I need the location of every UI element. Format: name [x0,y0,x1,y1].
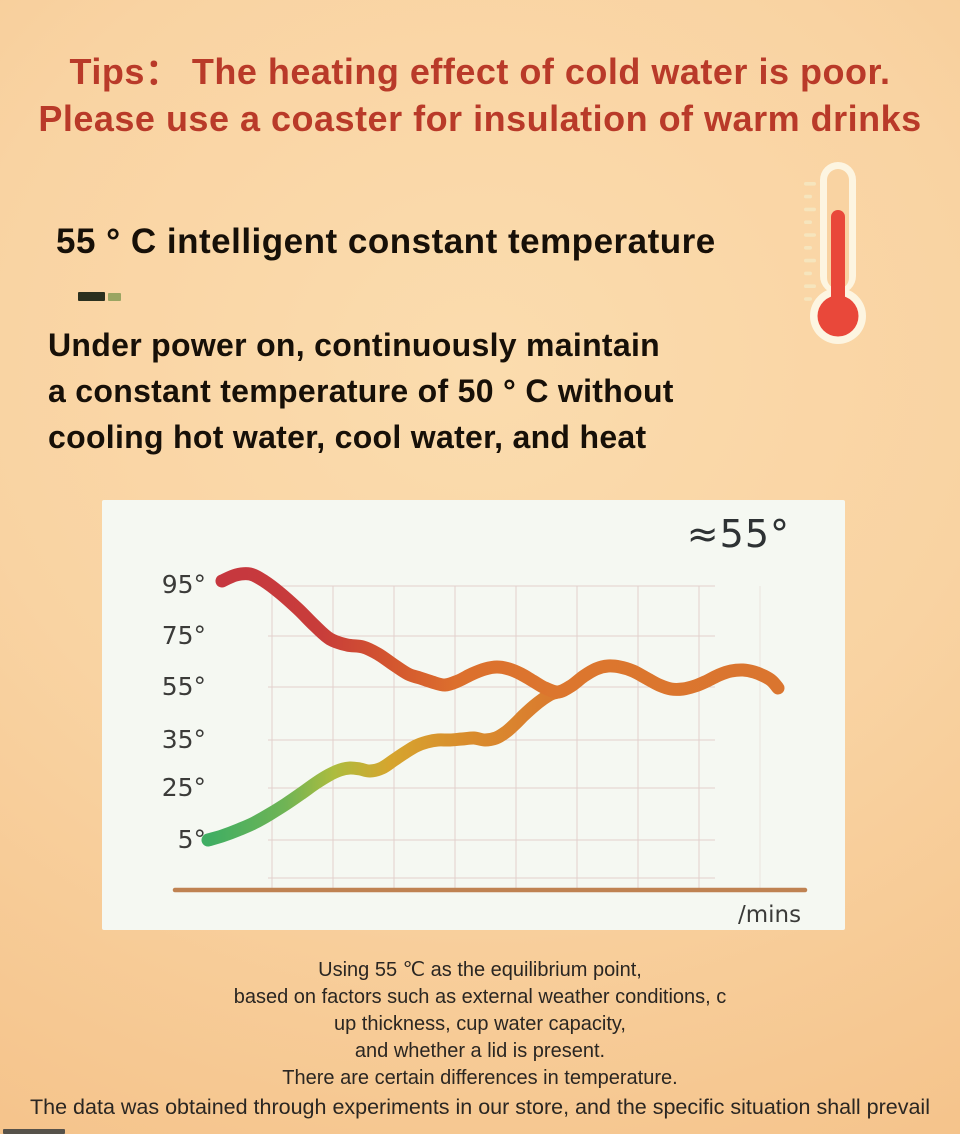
tips-banner: Tips： The heating effect of cold water i… [0,48,960,142]
underline-olive-segment [108,293,121,301]
caption-line-3: up thickness, cup water capacity, [334,1013,626,1035]
thermometer-mercury [831,210,845,322]
underline-dark-segment [78,292,105,301]
caption-line-2: based on factors such as external weathe… [233,986,727,1008]
tips-line-2: Please use a coaster for insulation of w… [38,98,922,139]
chart-caption: Using 55 ℃ as the equilibrium point, bas… [0,957,960,1092]
caption-line-4: and whether a lid is present. [354,1040,606,1062]
y-tick-55: 55° [161,672,206,701]
hot-water-line [215,567,785,699]
description-line-1: Under power on, continuously maintain [48,327,661,363]
description-line-3: cooling hot water, cool water, and heat [48,419,647,455]
tips-line-1: Tips： The heating effect of cold water i… [69,51,891,92]
y-tick-25: 25° [161,773,206,802]
title-underline-decoration [78,292,121,302]
equilibrium-annotation: ≈55° [686,512,790,556]
disclaimer-text: The data was obtained through experiment… [30,1095,930,1119]
temperature-chart: 95° 75° 55° 35° 25° 5° ≈55° /mins [102,500,845,930]
bottom-edge-artifact [3,1129,65,1134]
chart-grid [268,585,761,888]
caption-line-1: Using 55 ℃ as the equilibrium point, [318,959,642,981]
y-tick-95: 95° [161,570,206,599]
chart-canvas [172,567,808,893]
description-line-2: a constant temperature of 50 ° C without [48,373,674,409]
x-axis-unit-label: /mins [738,902,802,928]
feature-title: 55 ° C intelligent constant temperature [56,222,716,261]
cold-water-line [201,685,565,847]
y-tick-35: 35° [161,725,206,754]
y-tick-75: 75° [161,621,206,650]
caption-line-5: There are certain differences in tempera… [282,1067,678,1089]
y-tick-5: 5° [177,825,206,854]
thermometer-icon [804,162,866,344]
thermometer-ticks [804,182,816,301]
feature-description: Under power on, continuously maintain a … [48,322,828,460]
